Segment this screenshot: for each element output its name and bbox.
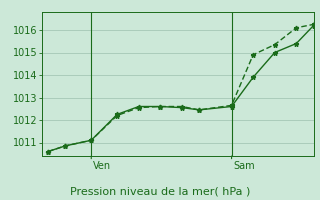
Text: Sam: Sam: [234, 161, 255, 171]
Text: Ven: Ven: [93, 161, 112, 171]
Text: Pression niveau de la mer( hPa ): Pression niveau de la mer( hPa ): [70, 186, 250, 196]
